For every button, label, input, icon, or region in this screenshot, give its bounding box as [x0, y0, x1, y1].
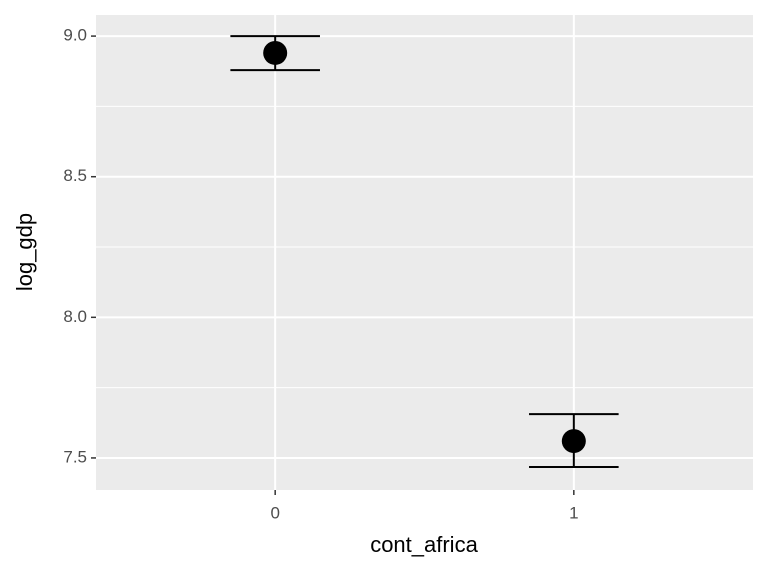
y-axis-title: log_gdp	[12, 213, 37, 291]
point	[263, 40, 288, 65]
x-axis-title: cont_africa	[370, 532, 478, 557]
y-tick-label: 9.0	[63, 26, 87, 45]
x-tick-label: 1	[569, 503, 578, 522]
panel	[96, 15, 753, 490]
point	[561, 429, 586, 454]
y-tick-label: 8.0	[63, 307, 87, 326]
y-tick-label: 7.5	[63, 447, 87, 466]
x-tick-label: 0	[270, 503, 279, 522]
y-tick-label: 8.5	[63, 166, 87, 185]
